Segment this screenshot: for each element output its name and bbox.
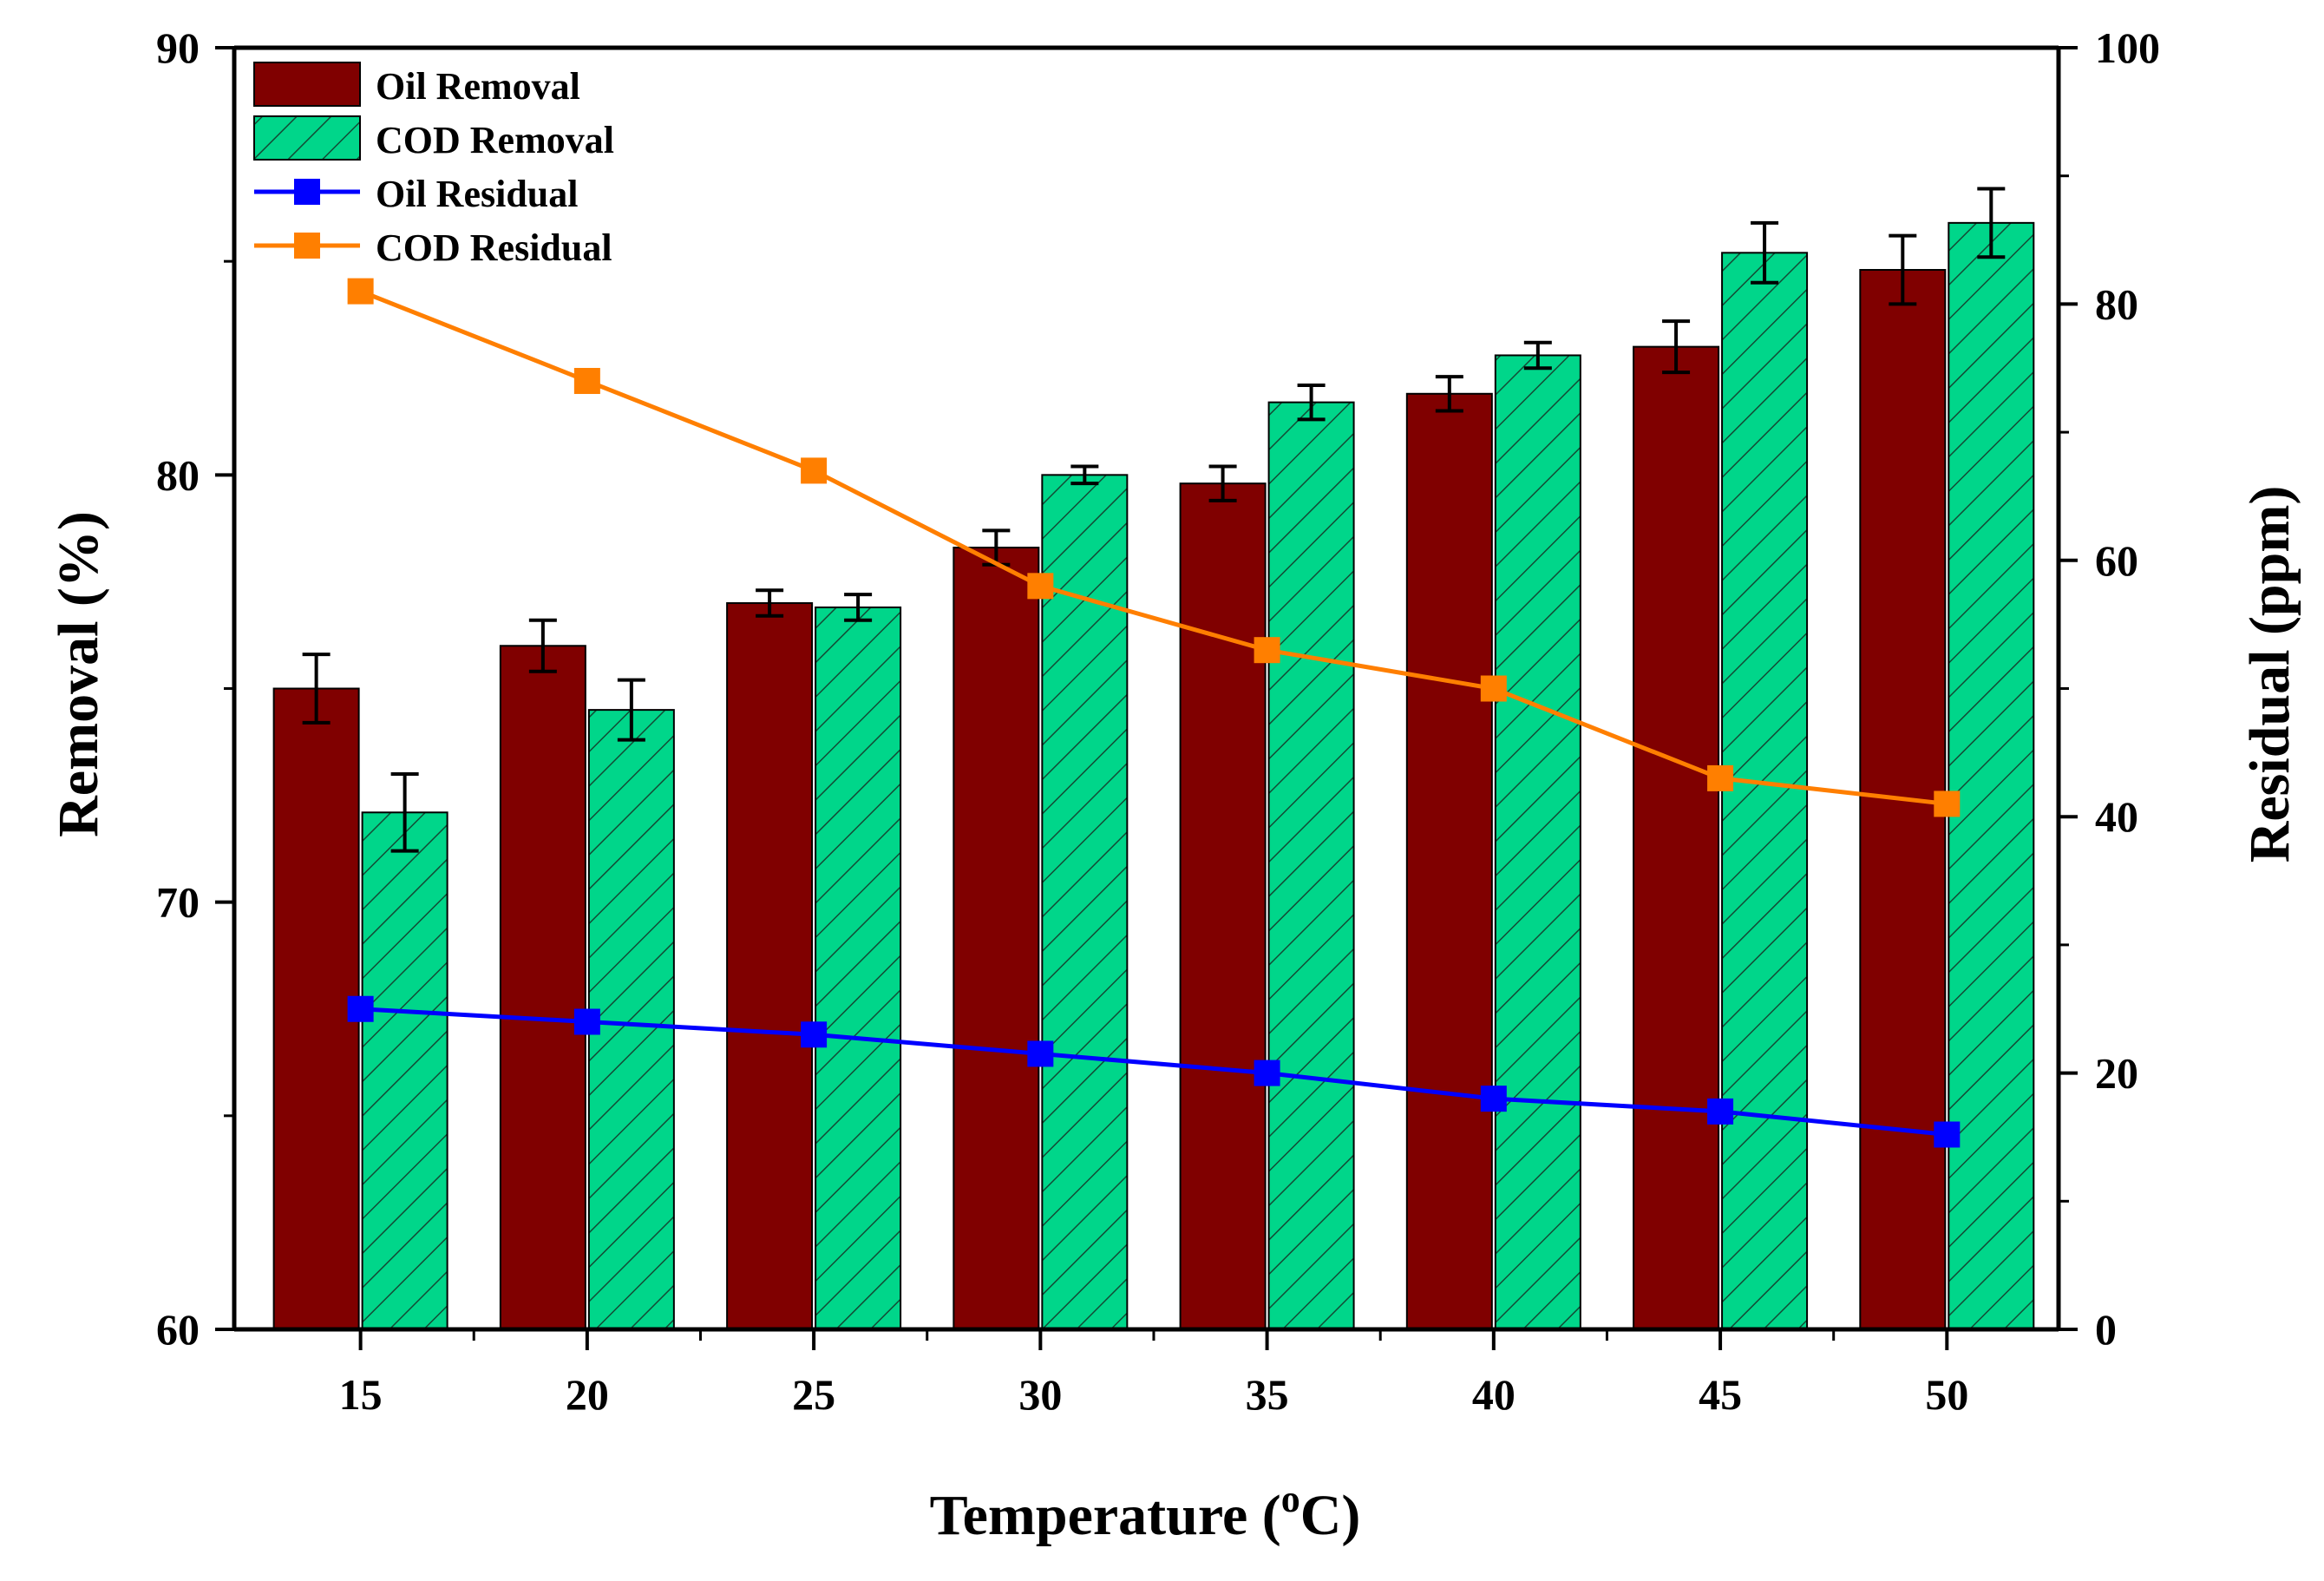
line-oil-residual	[360, 1007, 1948, 1137]
error-bar-cod-removal-25	[844, 593, 873, 622]
y2-tick-label-80: 80	[2095, 279, 2138, 328]
y-tick-label-60: 60	[156, 1305, 200, 1354]
y-tick-label-70: 70	[156, 878, 200, 927]
marker-oil-residual-35	[1254, 1059, 1280, 1086]
error-bar-cod-removal-20	[617, 678, 645, 742]
marker-cod-residual-30	[1027, 573, 1054, 600]
bar-cod-removal-20	[587, 709, 675, 1330]
error-bar-oil-removal-15	[302, 653, 331, 725]
bar-cod-removal-30	[1041, 474, 1129, 1330]
bar-cod-removal-40	[1494, 354, 1581, 1331]
y2-tick-label-60: 60	[2095, 536, 2138, 585]
marker-oil-residual-40	[1480, 1086, 1507, 1112]
error-bars-layer	[302, 187, 2006, 853]
bar-cod-removal-50	[1948, 221, 2035, 1330]
marker-oil-residual-50	[1934, 1121, 1961, 1148]
legend-entry-cod-removal: COD Removal	[253, 115, 614, 161]
bar-cod-removal-45	[1721, 252, 1809, 1331]
marker-oil-residual-20	[573, 1008, 600, 1035]
y-axis-title: Removal (%)	[47, 511, 110, 837]
legend-label-oil-residual: Oil Residual	[376, 173, 579, 215]
bar-oil-removal-35	[1179, 482, 1267, 1330]
marker-oil-residual-30	[1027, 1040, 1054, 1067]
marker-cod-residual-40	[1480, 675, 1507, 702]
error-bar-oil-removal-50	[1889, 233, 1917, 306]
bar-cod-removal-15	[361, 811, 448, 1330]
bar-oil-removal-25	[726, 602, 814, 1330]
bar-oil-removal-15	[272, 687, 360, 1330]
error-bar-oil-removal-25	[756, 588, 784, 618]
error-bar-cod-removal-35	[1297, 383, 1326, 422]
y-tick-label-80: 80	[156, 450, 200, 499]
bar-oil-removal-45	[1633, 345, 1720, 1331]
marker-oil-residual-25	[801, 1021, 828, 1048]
x-axis-title-superscript: o	[1281, 1478, 1300, 1520]
error-bar-cod-removal-40	[1523, 340, 1552, 371]
marker-cod-residual-50	[1934, 790, 1961, 817]
bar-cod-removal-25	[815, 606, 902, 1330]
legend-label-oil-removal: Oil Removal	[376, 65, 580, 108]
marker-oil-residual-15	[347, 995, 374, 1022]
error-bar-oil-removal-35	[1208, 464, 1237, 502]
marker-cod-residual-15	[347, 278, 374, 305]
marker-cod-residual-45	[1707, 764, 1734, 791]
x-axis-title: Temperature (oC)	[930, 1478, 1361, 1547]
legend-swatch-oil-removal	[253, 62, 361, 107]
lines-layer	[347, 278, 1961, 1148]
bar-oil-removal-40	[1405, 392, 1493, 1330]
x-tick-label-25: 25	[792, 1370, 835, 1419]
error-bar-cod-removal-50	[1977, 187, 2006, 259]
y2-axis-title: Residual (ppm)	[2238, 486, 2301, 863]
x-tick-label-30: 30	[1018, 1370, 1062, 1419]
bar-oil-removal-30	[953, 547, 1040, 1330]
x-axis-title-part-1: Temperature (	[930, 1484, 1281, 1547]
marker-cod-residual-35	[1254, 637, 1280, 664]
bar-oil-removal-20	[499, 645, 586, 1330]
y2-tick-label-0: 0	[2095, 1305, 2117, 1354]
x-tick-label-35: 35	[1246, 1370, 1289, 1419]
legend-swatch-cod-removal	[253, 115, 361, 161]
legend-entry-cod-residual: COD Residual	[254, 226, 612, 269]
error-bar-oil-removal-20	[528, 618, 557, 673]
x-tick-label-40: 40	[1472, 1370, 1516, 1419]
legend-label-cod-removal: COD Removal	[376, 119, 614, 161]
marker-cod-residual-25	[801, 457, 828, 484]
legend-marker-cod-residual	[294, 233, 320, 259]
y2-tick-label-100: 100	[2095, 23, 2160, 72]
axes-layer	[215, 45, 2078, 1350]
bars-layer	[272, 221, 2035, 1331]
legend-entry-oil-removal: Oil Removal	[253, 62, 580, 108]
error-bar-oil-removal-45	[1662, 319, 1691, 375]
y2-tick-label-20: 20	[2095, 1049, 2138, 1098]
y-tick-label-90: 90	[156, 23, 200, 72]
x-axis-title-part-2: C)	[1300, 1484, 1361, 1547]
marker-oil-residual-45	[1707, 1098, 1734, 1125]
x-tick-label-20: 20	[566, 1370, 609, 1419]
y2-tick-label-40: 40	[2095, 792, 2138, 841]
legend-label-cod-residual: COD Residual	[376, 226, 612, 269]
error-bar-cod-removal-15	[390, 771, 419, 853]
tick-labels-layer: 60 70 80 90 0 20 40 60 80 100 15 20 25 30 35 40 45 50	[156, 23, 2160, 1419]
x-tick-label-45: 45	[1699, 1370, 1742, 1419]
legend: Oil Removal COD Removal Oil Residual COD Re…	[253, 62, 614, 269]
x-tick-label-15: 15	[339, 1370, 383, 1419]
legend-entry-oil-residual: Oil Residual	[254, 173, 579, 215]
legend-marker-oil-residual	[294, 179, 320, 205]
error-bar-oil-removal-40	[1435, 375, 1463, 413]
marker-cod-residual-20	[573, 368, 600, 395]
error-bar-cod-removal-30	[1070, 464, 1099, 486]
bar-cod-removal-35	[1267, 401, 1355, 1330]
x-tick-label-50: 50	[1925, 1370, 1968, 1419]
line-cod-residual	[359, 289, 1948, 806]
error-bar-cod-removal-45	[1751, 220, 1779, 285]
